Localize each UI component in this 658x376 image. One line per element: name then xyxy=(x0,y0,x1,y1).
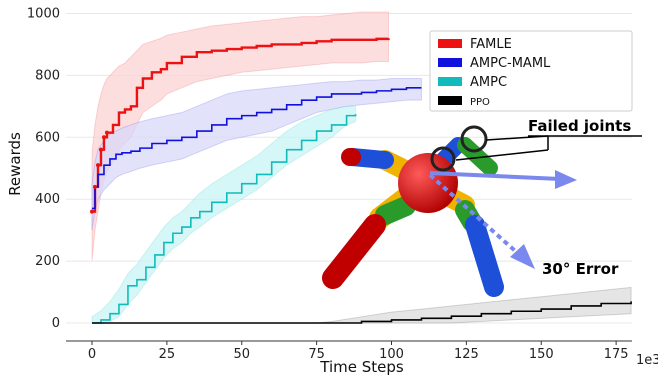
famle-point xyxy=(90,209,94,214)
famle-point xyxy=(98,147,103,152)
famle-point xyxy=(92,184,97,189)
band-ampc xyxy=(91,105,357,324)
annotation-angle-error: 30° Error xyxy=(542,260,619,278)
legend-label: PPO xyxy=(470,97,490,108)
robot-illustration xyxy=(322,125,642,297)
x-tick-label: 50 xyxy=(233,347,250,362)
legend: FAMLE AMPC-MAML AMPC PPO xyxy=(429,30,633,112)
series-line-ampc xyxy=(92,114,357,324)
famle-point xyxy=(95,163,100,168)
y-tick-label: 0 xyxy=(52,316,60,331)
y-tick-label: 800 xyxy=(35,68,60,83)
axes: 0 25 50 75 100 125 150 175 0 200 400 600 800 1000 xyxy=(27,7,632,362)
series-line-ppo xyxy=(92,301,632,324)
x-axis-multiplier: 1e3 xyxy=(636,353,658,368)
x-tick-label: 0 xyxy=(88,347,96,362)
band-ampc-maml xyxy=(91,77,422,231)
legend-label: AMPC-MAML xyxy=(470,56,551,71)
y-tick-label: 600 xyxy=(35,130,60,145)
legend-swatch xyxy=(438,77,462,86)
legend-box xyxy=(429,30,633,112)
y-axis-title: Rewards xyxy=(6,132,24,196)
series-line-ampc-maml xyxy=(92,86,422,210)
legend-swatch xyxy=(438,96,462,105)
x-axis-title: Time Steps xyxy=(319,358,404,376)
legend-swatch xyxy=(438,39,462,48)
x-tick-label: 175 xyxy=(604,347,629,362)
x-tick-label: 75 xyxy=(308,347,325,362)
x-tick-label: 125 xyxy=(454,347,479,362)
x-tick-label: 150 xyxy=(529,347,554,362)
legend-label: AMPC xyxy=(470,75,507,90)
legend-swatch xyxy=(438,58,462,67)
y-tick-label: 400 xyxy=(35,192,60,207)
band-ppo xyxy=(92,286,632,324)
x-tick-label: 25 xyxy=(159,347,176,362)
famle-point xyxy=(104,130,109,135)
x-tick-label: 100 xyxy=(379,347,404,362)
series-line-famle xyxy=(92,37,390,213)
famle-point xyxy=(101,135,106,140)
annotation-failed-joints: Failed joints xyxy=(528,117,631,135)
series-lines xyxy=(90,37,632,324)
legend-label: FAMLE xyxy=(470,37,512,52)
y-tick-label: 200 xyxy=(35,254,60,269)
y-tick-label: 1000 xyxy=(27,7,60,22)
